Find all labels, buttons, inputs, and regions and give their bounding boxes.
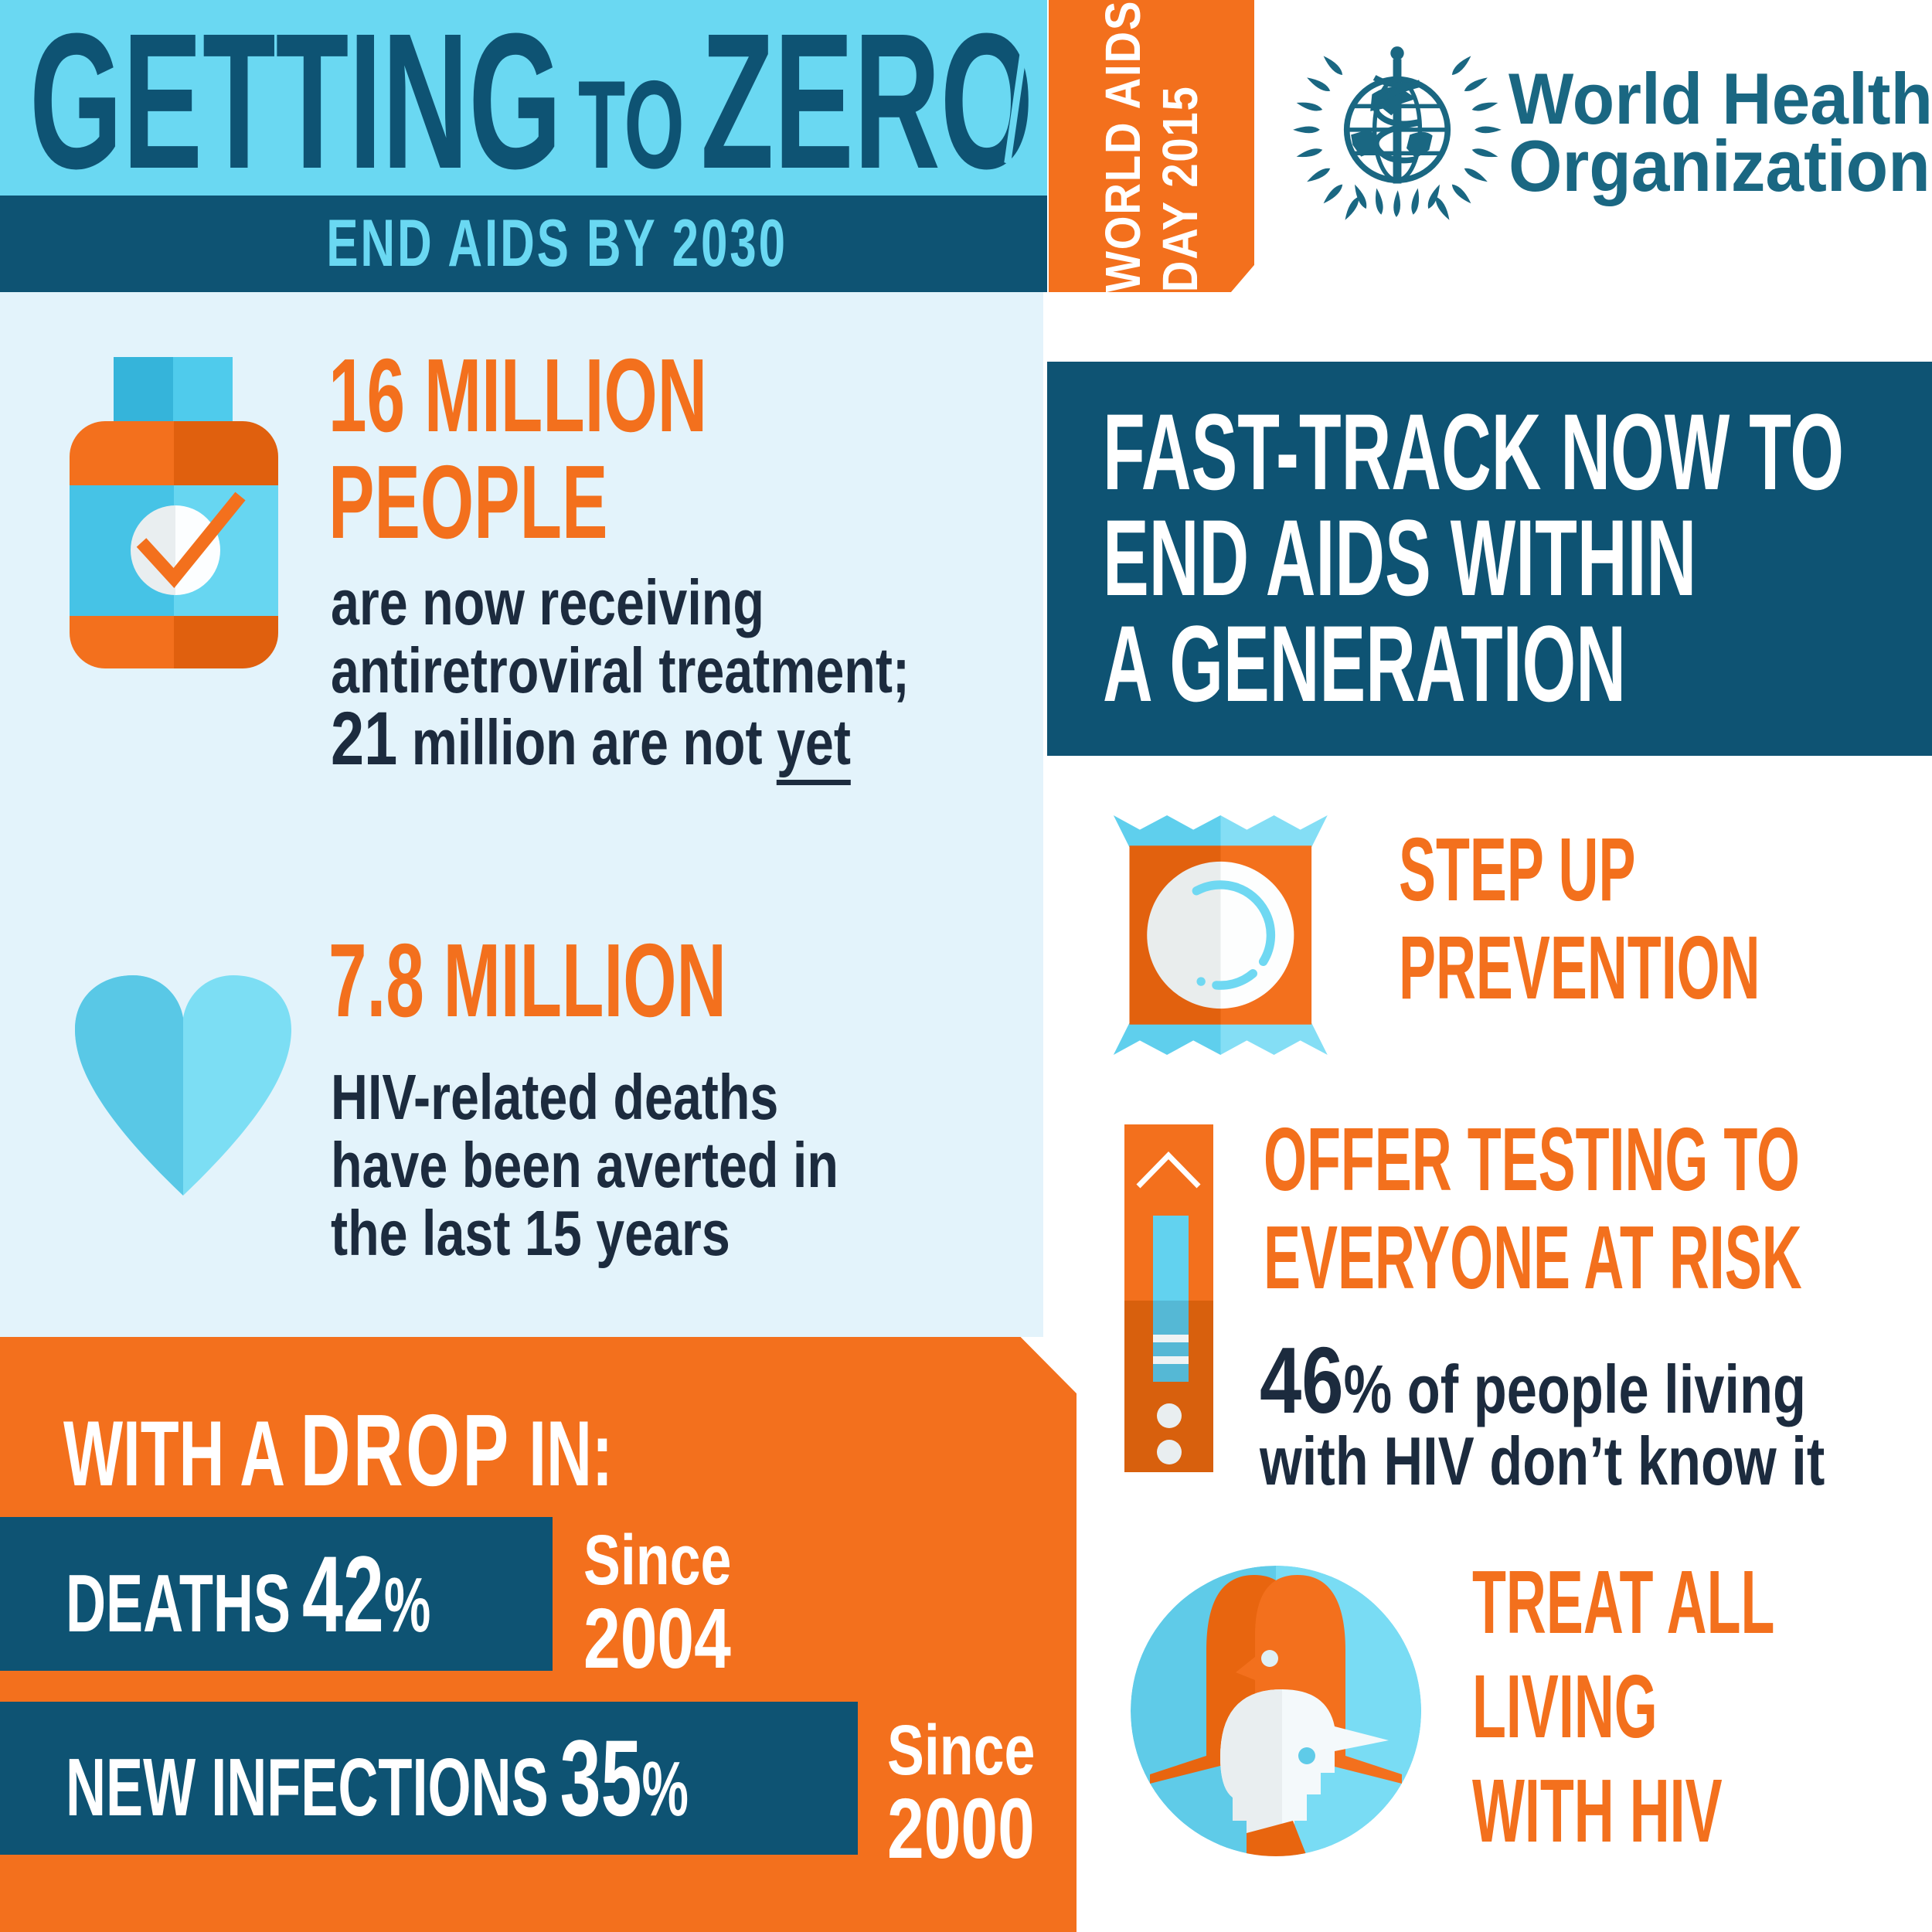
who-emblem-icon [1293,46,1502,222]
drop-section: WITH A DROP IN: DEATHS 42% Since 2004 NEW… [0,1337,1077,1932]
ribbon-text: WORLD AIDS DAY 2015 [1094,0,1209,292]
testing-note-line1: 46% of people living [1260,1328,1806,1433]
deaths-label: DEATHS [66,1558,291,1649]
fast-track-banner: FAST-TRACK NOW TO END AIDS WITHIN A GENE… [1047,362,1932,756]
value-46: 46 [1260,1328,1344,1433]
since-year: 2004 [583,1591,731,1686]
deaths-percent-sign: % [383,1562,431,1648]
action-prevention-heading: STEP UP PREVENTION [1399,821,1932,1017]
banner-line3: A GENERATION [1103,603,1626,724]
stat-deaths-description: HIV-related deaths have been averted in … [331,1063,965,1267]
header-band: GETTING TOZERO [0,0,1047,198]
who-wordmark: World Health Organization [1509,58,1932,206]
subtitle-bar: END AIDS BY 2030 [0,196,1047,292]
test-kit-icon [1124,1124,1213,1472]
fast-track-text: FAST-TRACK NOW TO END AIDS WITHIN A GENE… [1103,391,1932,724]
stat-deaths-headline: 7.8 MILLION [328,922,726,1039]
world-aids-day-ribbon: WORLD AIDS DAY 2015 [1049,0,1254,292]
since-label: Since [583,1521,732,1600]
infections-value: 35 [560,1717,642,1838]
title-word-zero: ZERO [700,0,1034,209]
drop-word: DROP [300,1393,512,1507]
banner-line1: FAST-TRACK NOW TO [1103,391,1844,512]
subtitle-text: END AIDS BY 2030 [326,206,788,281]
stat-treatment-description: are now receiving antiretroviral treatme… [331,566,1054,785]
treat-line2: LIVING [1472,1656,1658,1757]
testing-line2: EVERYONE AT RISK [1264,1207,1802,1308]
deaths-drop-bar: DEATHS 42% [0,1517,553,1671]
prevention-line1: STEP UP [1399,819,1636,920]
treat-line1: TREAT ALL [1472,1552,1775,1652]
stat-treatment-headline: 16 MILLION [328,337,708,454]
head-front [1220,1689,1389,1856]
deaths-value: 42 [301,1533,384,1655]
underlined-yet: yet [777,706,851,785]
deaths-desc-line1: HIV-related deaths [331,1061,779,1133]
head-right [1236,1575,1402,1784]
prevention-line2: PREVENTION [1399,917,1760,1018]
page-title: GETTING TOZERO [29,0,1649,219]
pill-bottle-icon [70,357,278,668]
infections-label: NEW INFECTIONS [66,1742,549,1833]
ribbon-line2: DAY 2015 [1152,85,1208,293]
testing-line1: OFFER TESTING TO [1264,1109,1800,1209]
infections-since: Since 2000 [887,1711,1077,1876]
title-word-getting: GETTING [29,0,562,209]
stat-treatment-headline2: PEOPLE [328,444,608,560]
infections-percent-sign: % [641,1746,689,1832]
testing-note-line2: with HIV don’t know it [1260,1423,1825,1499]
action-treat-heading: TREAT ALL LIVING WITH HIV [1472,1550,1932,1863]
heart-icon [75,975,291,1196]
since-year: 2000 [887,1781,1035,1876]
treatment-desc-line1: are now receiving [331,566,764,638]
ribbon-line1: WORLD AIDS [1095,0,1151,293]
since-label: Since [887,1711,1036,1790]
who-line1: World Health [1509,58,1932,139]
treatment-desc-line3: 21 million are not yet [331,701,910,785]
deaths-since: Since 2004 [583,1521,773,1686]
value-21-million: 21 [331,696,398,781]
treatment-desc-line2: antiretroviral treatment; [331,634,910,706]
banner-line2: END AIDS WITHIN [1103,497,1697,618]
infections-drop-bar: NEW INFECTIONS 35% [0,1702,858,1855]
deaths-desc-line3: the last 15 years [331,1197,730,1269]
testing-stat-note: 46% of people living with HIV don’t know… [1260,1328,1932,1499]
deaths-desc-line2: have been averted in [331,1129,838,1201]
drop-heading: WITH A DROP IN: [63,1393,614,1507]
who-line2: Organization [1509,125,1930,206]
title-word-to: TO [577,55,685,195]
people-heads-icon [1131,1566,1421,1856]
action-testing-heading: OFFER TESTING TO EVERYONE AT RISK [1264,1111,1932,1307]
condom-icon [1113,815,1328,1055]
treat-line3: WITH HIV [1472,1760,1723,1861]
